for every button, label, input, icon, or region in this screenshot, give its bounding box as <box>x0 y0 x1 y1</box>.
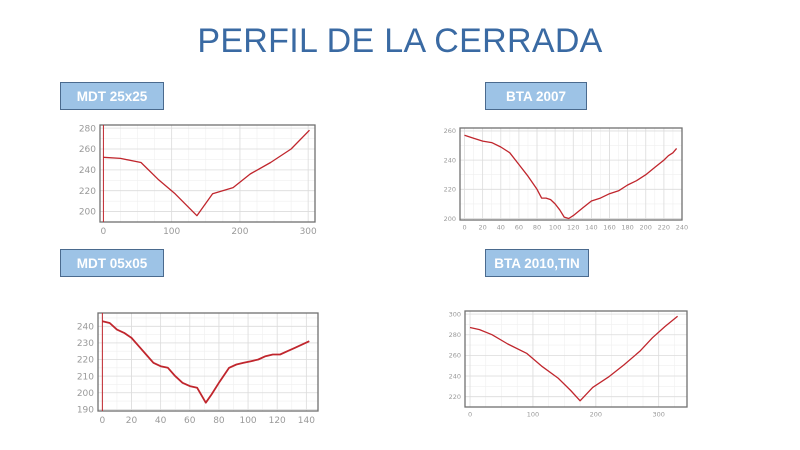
svg-text:200: 200 <box>231 227 248 237</box>
svg-text:80: 80 <box>533 224 541 232</box>
svg-text:240: 240 <box>449 372 461 380</box>
svg-text:100: 100 <box>527 411 539 419</box>
svg-text:80: 80 <box>213 416 225 426</box>
svg-text:240: 240 <box>77 322 94 332</box>
svg-text:40: 40 <box>155 416 167 426</box>
svg-text:40: 40 <box>497 224 505 232</box>
svg-text:200: 200 <box>590 411 602 419</box>
chart-mdt-05x05: 0 20 40 60 80 100 120 140 190 200 210 220 230 240 <box>77 305 323 426</box>
svg-text:180: 180 <box>621 224 633 232</box>
svg-text:300: 300 <box>300 227 317 237</box>
svg-text:220: 220 <box>444 186 456 194</box>
svg-text:300: 300 <box>449 310 461 318</box>
svg-text:300: 300 <box>652 411 664 419</box>
svg-text:60: 60 <box>184 416 196 426</box>
svg-text:100: 100 <box>239 416 256 426</box>
svg-text:220: 220 <box>77 356 94 366</box>
svg-text:0: 0 <box>100 416 106 426</box>
svg-text:100: 100 <box>549 224 561 232</box>
chart-svg: 0 20 40 60 80 100 120 140 160 180 200 220 240 200 220 2… <box>444 127 689 232</box>
chart-bta-2010-tin: 0 100 200 300 220 240 260 280 300 <box>440 305 695 425</box>
svg-text:190: 190 <box>77 405 94 415</box>
profile-line <box>102 320 310 404</box>
chart-svg: 0 20 40 60 80 100 120 140 190 200 210 220 230 240 <box>77 312 319 426</box>
svg-text:200: 200 <box>640 224 652 232</box>
svg-text:240: 240 <box>79 166 96 176</box>
label-mdt-05x05: MDT 05x05 <box>60 249 164 277</box>
svg-text:0: 0 <box>468 411 472 419</box>
svg-text:260: 260 <box>79 145 96 155</box>
svg-text:210: 210 <box>77 372 94 382</box>
svg-text:100: 100 <box>163 227 180 237</box>
svg-text:220: 220 <box>658 224 670 232</box>
chart-bta-2007: 0 20 40 60 80 100 120 140 160 180 200 220 240 200 220 2… <box>438 120 689 235</box>
profile-line <box>469 315 679 402</box>
svg-text:220: 220 <box>449 393 461 401</box>
chart-svg: 0 100 200 300 200 220 240 260 280 <box>79 124 317 237</box>
profile-line <box>103 129 310 217</box>
svg-text:260: 260 <box>444 127 456 135</box>
svg-text:160: 160 <box>603 224 615 232</box>
svg-text:200: 200 <box>77 389 94 399</box>
svg-text:200: 200 <box>79 208 96 218</box>
svg-text:260: 260 <box>449 352 461 360</box>
svg-text:220: 220 <box>79 187 96 197</box>
svg-text:240: 240 <box>444 156 456 164</box>
svg-text:240: 240 <box>676 224 688 232</box>
svg-text:280: 280 <box>449 331 461 339</box>
label-bta-2007: BTA 2007 <box>485 82 587 110</box>
chart-svg: 0 100 200 300 220 240 260 280 300 <box>449 310 688 419</box>
page-title: PERFIL DE LA CERRADA <box>197 22 603 60</box>
svg-text:0: 0 <box>101 227 107 237</box>
label-bta-2010-tin: BTA 2010,TIN <box>485 249 589 277</box>
svg-text:120: 120 <box>269 416 286 426</box>
svg-text:200: 200 <box>444 215 456 223</box>
svg-text:60: 60 <box>515 224 523 232</box>
svg-text:20: 20 <box>126 416 138 426</box>
svg-text:230: 230 <box>77 339 94 349</box>
svg-text:140: 140 <box>585 224 597 232</box>
svg-text:140: 140 <box>298 416 315 426</box>
chart-mdt-25x25: 0 100 200 300 200 220 240 260 280 <box>60 115 325 240</box>
svg-text:280: 280 <box>79 124 96 134</box>
svg-text:20: 20 <box>479 224 487 232</box>
svg-text:120: 120 <box>567 224 579 232</box>
profile-line <box>464 134 678 220</box>
label-mdt-25x25: MDT 25x25 <box>60 82 164 110</box>
svg-text:0: 0 <box>462 224 466 232</box>
